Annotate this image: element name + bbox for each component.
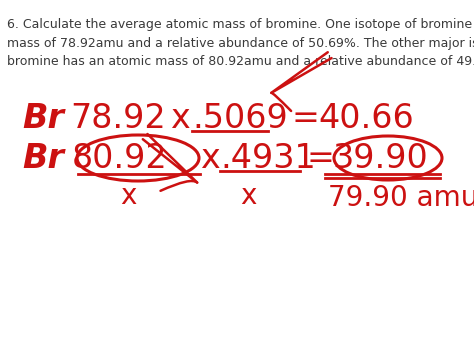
Text: 39.90: 39.90 [332,142,428,175]
Text: x: x [200,142,220,175]
Text: x: x [240,182,256,210]
Text: =: = [307,142,335,175]
Text: .5069: .5069 [192,102,288,135]
Text: 80.92: 80.92 [72,142,168,175]
Text: .4931: .4931 [220,142,316,175]
Text: 79.90 amu: 79.90 amu [328,184,474,212]
Text: 78.92: 78.92 [70,102,166,135]
Text: 6. Calculate the average atomic mass of bromine. One isotope of bromine has an a: 6. Calculate the average atomic mass of … [7,18,474,68]
Text: x: x [120,182,137,210]
Text: =: = [292,102,320,135]
Text: 40.66: 40.66 [318,102,414,135]
Text: Br: Br [22,142,64,175]
Text: Br: Br [22,102,64,135]
Text: x: x [170,102,190,135]
